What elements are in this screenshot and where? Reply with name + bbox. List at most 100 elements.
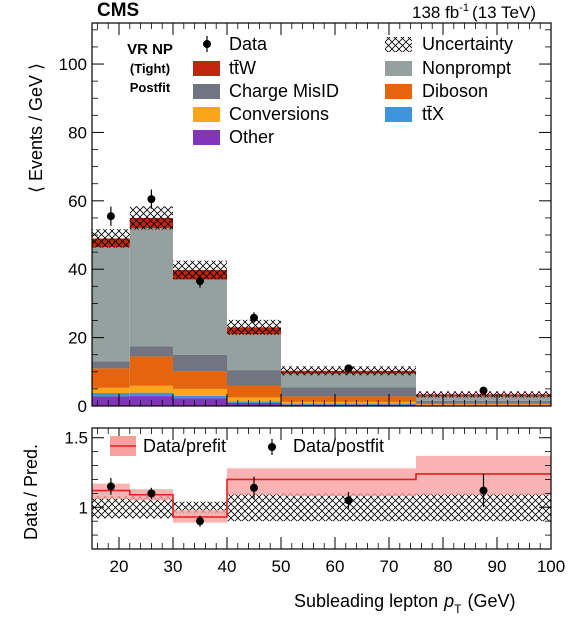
uncertainty-band-1 (129, 206, 173, 230)
ratio-ytick-label: 1.5 (64, 429, 88, 448)
legend-swatch-other (193, 130, 220, 145)
postfit-band-0 (92, 496, 130, 519)
bar-diboson-3 (227, 385, 281, 398)
postfit-point-2 (196, 517, 204, 526)
bar-nonprompt-4 (281, 373, 416, 388)
legend: Data tt̄W Charge MisID Conversions Other… (193, 34, 513, 147)
legend-entry-nonprompt: Nonprompt (385, 58, 511, 78)
bar-diboson-4 (281, 396, 416, 402)
bar-ttX-0 (92, 393, 130, 397)
legend-swatch-nonprompt (385, 61, 412, 76)
bar-conversions-5 (416, 404, 551, 405)
data-point-1 (147, 195, 156, 204)
bar-conversions-2 (173, 388, 227, 396)
legend-label-ttw: tt̄W (229, 58, 256, 78)
legend-entry-other: Other (193, 127, 274, 147)
bar-ttX-2 (173, 395, 227, 399)
ratio-ylabel: Data / Pred. (21, 444, 41, 540)
data-point-5 (479, 386, 488, 395)
bar-other-4 (281, 404, 416, 406)
uncertainty-band-0 (92, 229, 130, 248)
legend-label-diboson: Diboson (422, 81, 488, 101)
bar-ttX-3 (227, 401, 281, 403)
ratio-xtick-label: 100 (537, 557, 565, 576)
bar-ttX-1 (129, 392, 173, 397)
data-point-0 (106, 212, 115, 221)
ratio-axis-ticks: 1 1.5 20 30 40 50 60 70 80 90 100 (64, 428, 565, 576)
bar-ttX-4 (281, 403, 416, 405)
bar-charge_misid-5 (416, 400, 551, 403)
legend-swatch-conversions (193, 107, 220, 122)
bar-diboson-5 (416, 402, 551, 405)
legend-entry-ttw: tt̄W (193, 58, 256, 78)
ratio-xlabel: Subleading lepton pT (GeV) (294, 591, 516, 616)
bar-other-0 (92, 396, 130, 406)
main-frame (91, 22, 552, 407)
region-line1: VR NP (127, 41, 173, 58)
bar-nonprompt-3 (227, 334, 281, 371)
ratio-xtick-label: 90 (488, 557, 507, 576)
legend-marker-postfit (268, 443, 276, 451)
ratio-xtick-label: 40 (218, 557, 237, 576)
ratio-panel: 1 1.5 20 30 40 50 60 70 80 90 100 Data / Pred. Dat… (21, 427, 565, 616)
legend-swatch-ttx (385, 107, 412, 122)
legend-swatch-charge-misid (193, 84, 220, 99)
postfit-point-5 (479, 486, 488, 495)
bar-other-2 (173, 398, 227, 406)
legend-entry-uncertainty: Uncertainty (385, 34, 513, 54)
bar-conversions-4 (281, 401, 416, 404)
ratio-xtick-label: 30 (164, 557, 183, 576)
stack-layer (92, 217, 551, 406)
postfit-point-4 (344, 496, 353, 505)
data-point-2 (196, 277, 204, 286)
bar-conversions-3 (227, 397, 281, 402)
legend-swatch-diboson (385, 84, 412, 99)
bar-diboson-1 (129, 356, 173, 386)
ratio-frame (91, 427, 552, 550)
ratio-ytick-label: 1 (79, 498, 88, 517)
region-line2: (Tight) (130, 61, 170, 76)
legend-label-ttx: tt̄X (422, 104, 444, 124)
legend-entry-charge-misid: Charge MisID (193, 81, 339, 101)
ratio-xtick-label: 20 (110, 557, 129, 576)
legend-swatch-uncertainty (385, 37, 412, 52)
lumi-label: 138 fb-1 (13 TeV) (412, 2, 536, 22)
legend-label-charge-misid: Charge MisID (229, 81, 339, 101)
bar-nonprompt-2 (173, 279, 227, 355)
experiment-label: CMS (97, 0, 139, 21)
bar-diboson-0 (92, 368, 130, 388)
ratio-legend: Data/prefit Data/postfit (110, 436, 384, 456)
legend-swatch-ttw (193, 61, 220, 76)
uncertainty-band-3 (227, 319, 281, 335)
bar-conversions-1 (129, 385, 173, 393)
ratio-xtick-label: 60 (326, 557, 345, 576)
main-axis-ticks: 0 20 40 60 80 100 (59, 23, 551, 416)
postfit-band-1 (129, 496, 173, 519)
legend-label-conversions: Conversions (229, 104, 329, 124)
bar-diboson-2 (173, 371, 227, 389)
ratio-xtick-label: 70 (380, 557, 399, 576)
data-layer (106, 189, 488, 395)
legend-label-nonprompt: Nonprompt (422, 58, 511, 78)
legend-entry-diboson: Diboson (385, 81, 488, 101)
bar-charge_misid-1 (129, 346, 173, 357)
bar-charge_misid-2 (173, 354, 227, 372)
postfit-points-layer (106, 473, 488, 527)
legend-label-postfit: Data/postfit (293, 436, 384, 456)
main-ylabel: ⟨ Events / GeV ⟩ (26, 63, 46, 193)
legend-label-other: Other (229, 127, 274, 147)
main-ytick-label: 20 (68, 329, 87, 348)
bar-nonprompt-5 (416, 396, 551, 401)
legend-entry-data: Data (203, 34, 268, 54)
postfit-point-3 (250, 483, 258, 492)
uncertainty-band-2 (173, 260, 227, 280)
legend-label-data: Data (229, 34, 268, 54)
bar-other-3 (227, 402, 281, 406)
postfit-point-0 (106, 482, 115, 491)
data-point-3 (250, 313, 258, 322)
postfit-point-1 (147, 489, 156, 498)
bar-charge_misid-3 (227, 370, 281, 386)
bar-conversions-0 (92, 387, 130, 394)
main-ytick-label: 100 (59, 55, 87, 74)
